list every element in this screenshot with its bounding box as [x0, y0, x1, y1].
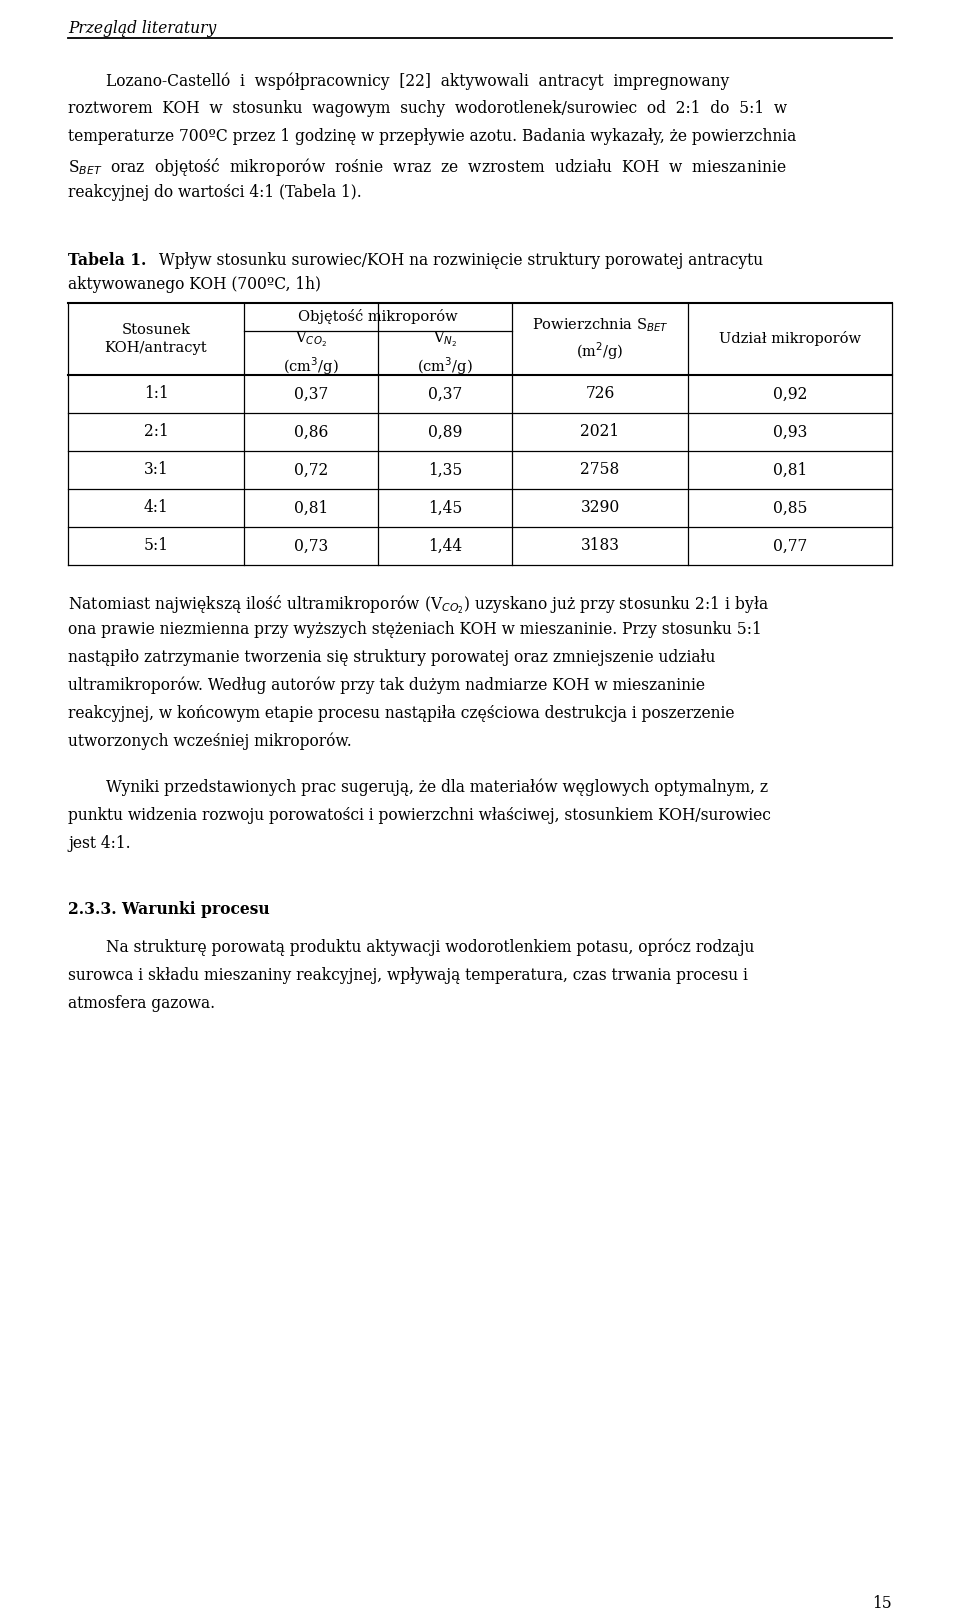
- Text: ultramikroporów. Według autorów przy tak dużym nadmiarze KOH w mieszaninie: ultramikroporów. Według autorów przy tak…: [68, 677, 705, 695]
- Text: 0,73: 0,73: [294, 537, 328, 555]
- Text: 0,37: 0,37: [294, 386, 328, 403]
- Text: 2758: 2758: [581, 461, 619, 479]
- Text: 0,72: 0,72: [294, 461, 328, 479]
- Text: 0,92: 0,92: [773, 386, 807, 403]
- Text: Przegląd literatury: Przegląd literatury: [68, 19, 216, 37]
- Text: Udział mikroporów: Udział mikroporów: [719, 331, 861, 346]
- Text: Na strukturę porowatą produktu aktywacji wodorotlenkiem potasu, oprócz rodzaju: Na strukturę porowatą produktu aktywacji…: [106, 940, 755, 956]
- Text: reakcyjnej, w końcowym etapie procesu nastąpiła częściowa destrukcja i poszerzen: reakcyjnej, w końcowym etapie procesu na…: [68, 704, 734, 722]
- Text: V$_{CO_2}$
(cm$^3$/g): V$_{CO_2}$ (cm$^3$/g): [283, 329, 339, 377]
- Text: reakcyjnej do wartości 4:1 (Tabela 1).: reakcyjnej do wartości 4:1 (Tabela 1).: [68, 183, 362, 201]
- Text: 5:1: 5:1: [143, 537, 169, 555]
- Text: Objętość mikroporów: Objętość mikroporów: [299, 310, 458, 325]
- Text: surowca i składu mieszaniny reakcyjnej, wpływają temperatura, czas trwania proce: surowca i składu mieszaniny reakcyjnej, …: [68, 967, 748, 984]
- Text: 15: 15: [873, 1595, 892, 1612]
- Text: jest 4:1.: jest 4:1.: [68, 834, 131, 852]
- Text: 0,37: 0,37: [428, 386, 462, 403]
- Text: 0,89: 0,89: [428, 424, 462, 440]
- Text: 1,44: 1,44: [428, 537, 462, 555]
- Text: atmosfera gazowa.: atmosfera gazowa.: [68, 995, 215, 1013]
- Text: 2:1: 2:1: [144, 424, 168, 440]
- Text: Tabela 1.: Tabela 1.: [68, 252, 146, 269]
- Text: 3183: 3183: [581, 537, 619, 555]
- Text: Natomiast największą ilość ultramikroporów (V$_{CO_2}$) uzyskano już przy stosun: Natomiast największą ilość ultramikropor…: [68, 592, 769, 615]
- Text: 1,45: 1,45: [428, 500, 462, 516]
- Text: Powierzchnia S$_{BET}$
(m$^2$/g): Powierzchnia S$_{BET}$ (m$^2$/g): [532, 316, 668, 362]
- Text: 1:1: 1:1: [144, 386, 168, 403]
- Text: V$_{N_2}$
(cm$^3$/g): V$_{N_2}$ (cm$^3$/g): [417, 329, 473, 377]
- Text: 726: 726: [586, 386, 614, 403]
- Text: punktu widzenia rozwoju porowatości i powierzchni właściwej, stosunkiem KOH/suro: punktu widzenia rozwoju porowatości i po…: [68, 807, 771, 824]
- Text: 3:1: 3:1: [144, 461, 168, 479]
- Text: S$_{BET}$  oraz  objętość  mikroporów  rośnie  wraz  ze  wzrostem  udziału  KOH : S$_{BET}$ oraz objętość mikroporów rośni…: [68, 156, 786, 179]
- Text: Lozano-Castelló  i  współpracownicy  [22]  aktywowali  antracyt  impregnowany: Lozano-Castelló i współpracownicy [22] a…: [106, 71, 730, 89]
- Text: 3290: 3290: [581, 500, 619, 516]
- Text: 0,85: 0,85: [773, 500, 807, 516]
- Text: Wyniki przedstawionych prac sugerują, że dla materiałów węglowych optymalnym, z: Wyniki przedstawionych prac sugerują, że…: [106, 779, 768, 797]
- Text: 4:1: 4:1: [144, 500, 168, 516]
- Text: Wpływ stosunku surowiec/KOH na rozwinięcie struktury porowatej antracytu: Wpływ stosunku surowiec/KOH na rozwinięc…: [154, 252, 763, 269]
- Text: 0,93: 0,93: [773, 424, 807, 440]
- Text: utworzonych wcześniej mikroporów.: utworzonych wcześniej mikroporów.: [68, 734, 351, 750]
- Text: 0,81: 0,81: [773, 461, 807, 479]
- Text: aktywowanego KOH (700ºC, 1h): aktywowanego KOH (700ºC, 1h): [68, 276, 321, 294]
- Text: 0,86: 0,86: [294, 424, 328, 440]
- Text: roztworem  KOH  w  stosunku  wagowym  suchy  wodorotlenek/surowiec  od  2:1  do : roztworem KOH w stosunku wagowym suchy w…: [68, 101, 787, 117]
- Text: temperaturze 700ºC przez 1 godzinę w przepływie azotu. Badania wykazały, że powi: temperaturze 700ºC przez 1 godzinę w prz…: [68, 128, 796, 144]
- Text: 0,77: 0,77: [773, 537, 807, 555]
- Text: 1,35: 1,35: [428, 461, 462, 479]
- Text: ona prawie niezmienna przy wyższych stężeniach KOH w mieszaninie. Przy stosunku : ona prawie niezmienna przy wyższych stęż…: [68, 622, 761, 638]
- Text: 0,81: 0,81: [294, 500, 328, 516]
- Text: nastąpiło zatrzymanie tworzenia się struktury porowatej oraz zmniejszenie udział: nastąpiło zatrzymanie tworzenia się stru…: [68, 649, 715, 665]
- Text: Stosunek
KOH/antracyt: Stosunek KOH/antracyt: [105, 323, 207, 355]
- Text: 2021: 2021: [581, 424, 619, 440]
- Text: 2.3.3. Warunki procesu: 2.3.3. Warunki procesu: [68, 901, 270, 919]
